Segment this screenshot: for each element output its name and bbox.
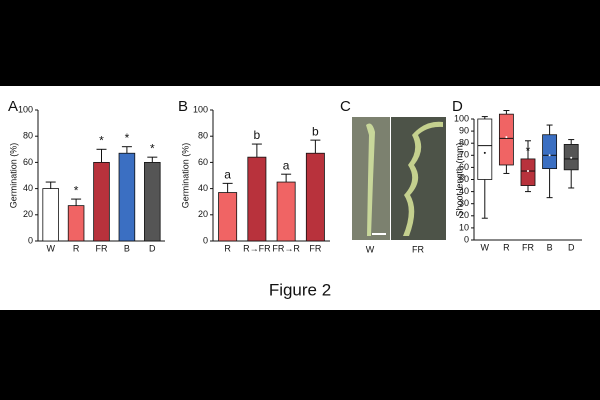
- x-tick-label: R: [224, 243, 231, 253]
- x-tick-label: B: [547, 242, 553, 252]
- y-tick-label: 40: [198, 183, 208, 193]
- panel-label: B: [178, 98, 188, 115]
- bar: [118, 152, 136, 242]
- y-tick-label: 20: [198, 209, 208, 219]
- y-tick-label: 70: [459, 150, 469, 160]
- mean: [505, 136, 508, 139]
- bar: [276, 181, 296, 242]
- x-tick-label: B: [124, 243, 130, 253]
- caption: Figure 2: [269, 280, 331, 299]
- y-tick-label: 0: [28, 235, 33, 245]
- y-axis-label: Germination (%): [8, 143, 18, 209]
- annotation: a: [283, 158, 290, 172]
- bar: [305, 152, 325, 242]
- y-tick-label: 0: [464, 234, 469, 244]
- x-tick-label: D: [568, 242, 575, 252]
- photo-label: W: [366, 244, 375, 254]
- annotation: b: [312, 124, 319, 138]
- y-tick-label: 100: [193, 104, 208, 114]
- x-tick-label: R: [73, 243, 80, 253]
- y-tick-label: 80: [459, 138, 469, 148]
- y-tick-label: 10: [459, 222, 469, 232]
- mean: [570, 156, 573, 159]
- bar: [218, 192, 238, 242]
- annotation: a: [224, 168, 231, 182]
- x-tick-label: FR: [309, 243, 321, 253]
- annotation: *: [150, 141, 155, 155]
- y-tick-label: 80: [198, 131, 208, 141]
- x-tick-label: W: [481, 242, 490, 252]
- annotation: *: [99, 133, 104, 147]
- annotation: *: [526, 144, 531, 158]
- y-axis-label: Shoot length (mm): [454, 142, 464, 216]
- photo-right: [391, 117, 446, 240]
- x-tick-label: W: [46, 243, 55, 253]
- box: [542, 134, 558, 170]
- annotation: b: [254, 128, 261, 142]
- x-tick-label: FR: [522, 242, 534, 252]
- y-tick-label: 100: [454, 113, 469, 123]
- x-tick-label: FR→R: [272, 243, 300, 253]
- panel-label: D: [452, 98, 463, 115]
- mean: [527, 170, 529, 173]
- y-tick-label: 0: [203, 235, 208, 245]
- y-tick-label: 20: [23, 209, 33, 219]
- y-tick-label: 80: [23, 131, 33, 141]
- box: [498, 113, 514, 166]
- y-tick-label: 40: [23, 183, 33, 193]
- mean: [483, 151, 486, 154]
- x-tick-label: FR: [96, 243, 108, 253]
- y-tick-label: 60: [198, 157, 208, 167]
- shoot-w: [366, 123, 375, 236]
- box: [477, 118, 493, 180]
- bar: [144, 161, 161, 242]
- photo-label: FR: [412, 244, 424, 254]
- y-tick-label: 40: [459, 186, 469, 196]
- panel-label: C: [340, 98, 351, 115]
- x-tick-label: R: [503, 242, 510, 252]
- y-tick-label: 90: [459, 125, 469, 135]
- mean: [548, 154, 551, 157]
- photo: [352, 117, 446, 240]
- y-tick-label: 30: [459, 198, 469, 208]
- y-tick-label: 20: [459, 210, 469, 220]
- shoot-fr: [403, 121, 443, 236]
- y-tick-label: 100: [18, 104, 33, 114]
- y-tick-label: 60: [23, 157, 33, 167]
- bar: [247, 156, 267, 242]
- y-tick-label: 60: [459, 162, 469, 172]
- annotation: *: [125, 131, 130, 145]
- x-tick-label: R→FR: [243, 243, 271, 253]
- box: [520, 158, 536, 186]
- panel-label: A: [8, 98, 18, 115]
- bar: [67, 205, 85, 242]
- y-axis-label: Germination (%): [180, 143, 190, 209]
- bar: [93, 161, 110, 242]
- x-tick-label: D: [149, 243, 156, 253]
- bar: [42, 188, 59, 242]
- annotation: *: [74, 183, 79, 197]
- y-tick-label: 50: [459, 174, 469, 184]
